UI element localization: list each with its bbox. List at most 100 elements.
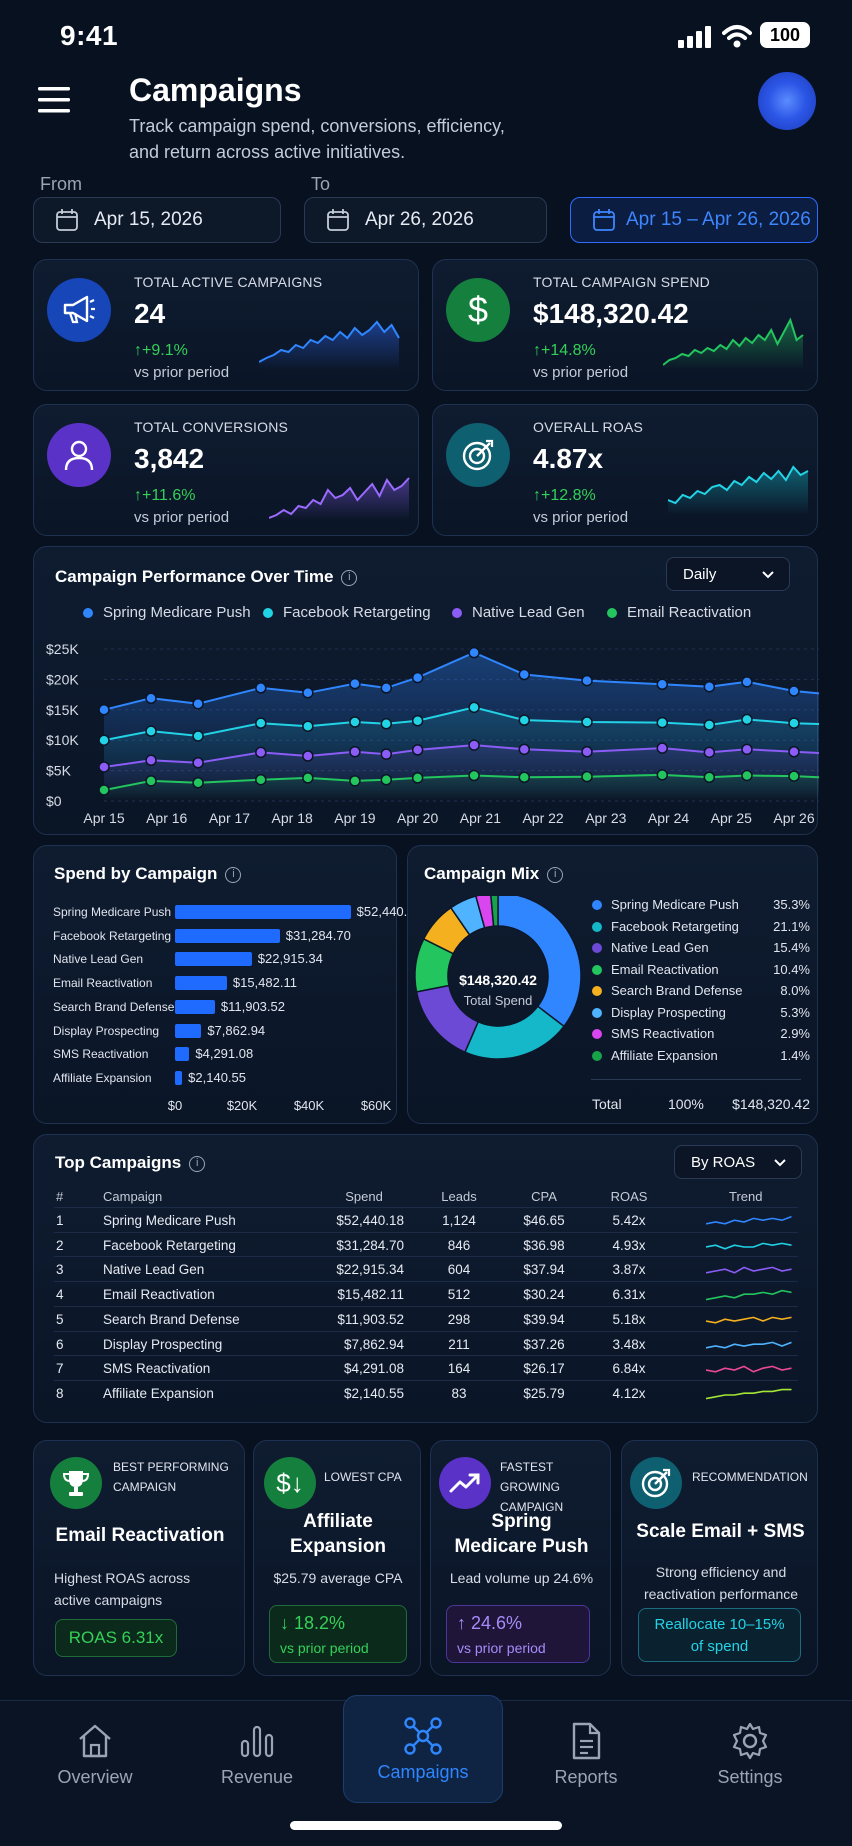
insight-card-recommendation[interactable]: RECOMMENDATION Scale Email + SMS Strong …	[621, 1440, 818, 1676]
data-point[interactable]	[788, 685, 800, 697]
data-point[interactable]	[380, 682, 393, 694]
data-point[interactable]	[703, 719, 716, 731]
data-point[interactable]	[741, 743, 753, 756]
menu-icon[interactable]	[38, 86, 72, 114]
nav-item-reports[interactable]: Reports	[506, 1701, 666, 1811]
nav-item-overview[interactable]: Overview	[15, 1701, 175, 1811]
data-point[interactable]	[741, 769, 753, 782]
data-point[interactable]	[302, 720, 314, 732]
data-point[interactable]	[411, 744, 424, 756]
bar[interactable]	[175, 1047, 190, 1062]
info-icon[interactable]: i	[341, 570, 358, 586]
nav-item-settings[interactable]: Settings	[670, 1701, 830, 1811]
bar[interactable]	[175, 928, 280, 943]
data-point[interactable]	[98, 784, 110, 796]
bar[interactable]	[175, 999, 215, 1014]
nav-item-campaigns[interactable]: Campaigns	[343, 1695, 503, 1803]
data-point[interactable]	[192, 756, 204, 769]
data-point[interactable]	[518, 668, 531, 681]
insight-card-fastest-growing[interactable]: FASTEST GROWING CAMPAIGN Spring Medicare…	[430, 1440, 611, 1676]
data-point[interactable]	[411, 671, 424, 684]
data-point[interactable]	[98, 761, 110, 773]
data-point[interactable]	[349, 746, 361, 758]
data-point[interactable]	[98, 704, 110, 716]
kpi-card-roas[interactable]: OVERALL ROAS 4.87x ↑+12.8% vs prior peri…	[432, 404, 818, 536]
data-point[interactable]	[656, 678, 669, 691]
kpi-card-campaign-spend[interactable]: $ TOTAL CAMPAIGN SPEND $148,320.42 ↑+14.…	[432, 259, 818, 391]
data-point[interactable]	[255, 682, 267, 694]
kpi-card-active-campaigns[interactable]: TOTAL ACTIVE CAMPAIGNS 24 ↑+9.1% vs prio…	[33, 259, 419, 391]
data-point[interactable]	[349, 775, 361, 787]
data-point[interactable]	[656, 769, 669, 781]
data-point[interactable]	[656, 742, 669, 754]
document-icon	[572, 1722, 601, 1760]
data-point[interactable]	[703, 746, 716, 759]
bar[interactable]	[175, 976, 227, 991]
bar[interactable]	[175, 952, 252, 967]
donut-slice[interactable]	[497, 896, 582, 1028]
row-divider	[54, 1231, 798, 1233]
data-point[interactable]	[145, 775, 157, 787]
from-date-field[interactable]: Apr 15, 2026	[33, 197, 281, 243]
data-point[interactable]	[145, 692, 157, 704]
data-point[interactable]	[302, 687, 314, 699]
donut-slice[interactable]	[463, 1005, 566, 1060]
info-icon[interactable]: i	[547, 867, 564, 883]
data-point[interactable]	[411, 714, 424, 727]
data-point[interactable]	[788, 746, 800, 758]
data-point[interactable]	[255, 746, 267, 759]
data-point[interactable]	[703, 680, 716, 693]
date-range-button[interactable]: Apr 15 – Apr 26, 2026	[570, 197, 818, 243]
data-point[interactable]	[788, 770, 800, 782]
data-point[interactable]	[703, 771, 716, 784]
data-point[interactable]	[302, 772, 314, 784]
data-point[interactable]	[145, 725, 157, 737]
to-date-field[interactable]: Apr 26, 2026	[304, 197, 547, 243]
data-point[interactable]	[192, 777, 204, 789]
dollar-down-icon: $↓	[264, 1457, 316, 1509]
data-point[interactable]	[518, 743, 531, 756]
avatar[interactable]	[758, 72, 816, 130]
data-point[interactable]	[468, 739, 480, 751]
kpi-compare: vs prior period	[533, 364, 629, 381]
insight-card-best-performing[interactable]: BEST PERFORMING CAMPAIGN Email Reactivat…	[33, 1440, 245, 1676]
insight-card-lowest-cpa[interactable]: $↓ LOWEST CPA Affiliate Expansion $25.79…	[253, 1440, 421, 1676]
bar[interactable]	[175, 1023, 202, 1038]
data-point[interactable]	[411, 772, 424, 784]
data-point[interactable]	[192, 730, 204, 742]
nav-item-revenue[interactable]: Revenue	[177, 1701, 337, 1811]
data-point[interactable]	[468, 701, 480, 714]
data-point[interactable]	[581, 674, 593, 687]
bar[interactable]	[175, 1070, 183, 1085]
data-point[interactable]	[380, 773, 393, 786]
data-point[interactable]	[380, 718, 393, 730]
data-point[interactable]	[518, 771, 531, 784]
bar[interactable]	[175, 905, 351, 919]
kpi-card-conversions[interactable]: TOTAL CONVERSIONS 3,842 ↑+11.6% vs prior…	[33, 404, 419, 536]
data-point[interactable]	[145, 754, 157, 767]
insight-pill[interactable]: Reallocate 10–15% of spend	[638, 1608, 801, 1662]
data-point[interactable]	[349, 716, 361, 728]
interval-dropdown[interactable]: Daily	[666, 557, 790, 591]
data-point[interactable]	[581, 746, 593, 758]
data-point[interactable]	[581, 716, 593, 728]
info-icon[interactable]: i	[189, 1156, 206, 1172]
data-point[interactable]	[468, 769, 480, 782]
donut-slice[interactable]	[490, 896, 499, 928]
data-point[interactable]	[741, 676, 753, 688]
data-point[interactable]	[581, 770, 593, 783]
data-point[interactable]	[741, 713, 753, 726]
data-point[interactable]	[656, 716, 669, 729]
data-point[interactable]	[788, 717, 800, 729]
data-point[interactable]	[380, 748, 393, 760]
data-point[interactable]	[192, 697, 204, 710]
data-point[interactable]	[302, 750, 314, 762]
data-point[interactable]	[349, 677, 361, 690]
sort-dropdown[interactable]: By ROAS	[674, 1145, 802, 1179]
data-point[interactable]	[255, 773, 267, 786]
data-point[interactable]	[468, 646, 480, 659]
data-point[interactable]	[255, 717, 267, 729]
info-icon[interactable]: i	[225, 867, 242, 883]
data-point[interactable]	[518, 714, 531, 726]
data-point[interactable]	[98, 734, 110, 746]
